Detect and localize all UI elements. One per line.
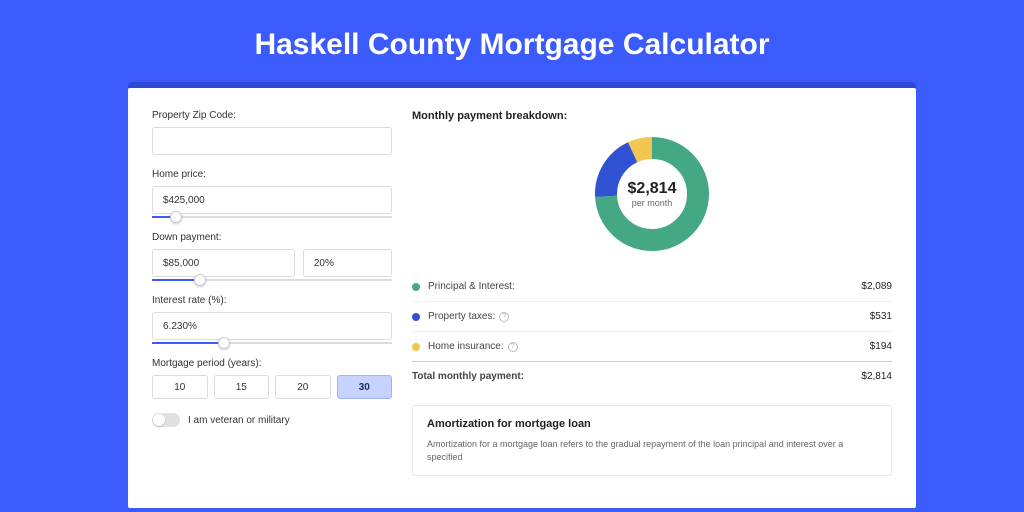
donut-chart-wrap: $2,814 per month	[412, 134, 892, 254]
down-payment-percent-input[interactable]	[303, 249, 392, 277]
down-payment-label: Down payment:	[152, 232, 392, 243]
down-payment-field-group: Down payment:	[152, 232, 392, 281]
donut-sub: per month	[628, 198, 677, 208]
breakdown-item-value: $531	[870, 311, 892, 322]
breakdown-title: Monthly payment breakdown:	[412, 110, 892, 122]
down-payment-slider-thumb[interactable]	[194, 274, 206, 286]
page-title: Haskell County Mortgage Calculator	[0, 0, 1024, 82]
breakdown-item-label: Principal & Interest:	[428, 281, 861, 292]
mortgage-period-field-group: Mortgage period (years): 10152030	[152, 358, 392, 399]
form-column: Property Zip Code: Home price: Down paym…	[152, 110, 392, 508]
donut-chart: $2,814 per month	[592, 134, 712, 254]
total-value: $2,814	[861, 371, 892, 382]
breakdown-row: Home insurance:?$194	[412, 331, 892, 361]
mortgage-period-option-20[interactable]: 20	[275, 375, 331, 399]
down-payment-amount-input[interactable]	[152, 249, 295, 277]
veteran-toggle-row: I am veteran or military	[152, 413, 392, 427]
interest-rate-label: Interest rate (%):	[152, 295, 392, 306]
breakdown-item-value: $194	[870, 341, 892, 352]
interest-rate-slider-thumb[interactable]	[218, 337, 230, 349]
donut-slice	[633, 148, 652, 152]
breakdown-list: Principal & Interest:$2,089Property taxe…	[412, 272, 892, 361]
amortization-title: Amortization for mortgage loan	[427, 418, 877, 430]
card-shadow: Property Zip Code: Home price: Down paym…	[128, 82, 916, 508]
mortgage-period-label: Mortgage period (years):	[152, 358, 392, 369]
donut-center: $2,814 per month	[628, 180, 677, 208]
home-price-label: Home price:	[152, 169, 392, 180]
total-row: Total monthly payment: $2,814	[412, 361, 892, 391]
calculator-card: Property Zip Code: Home price: Down paym…	[128, 88, 916, 508]
help-icon[interactable]: ?	[508, 342, 518, 352]
total-label: Total monthly payment:	[412, 371, 861, 382]
legend-dot	[412, 283, 420, 291]
home-price-input[interactable]	[152, 186, 392, 214]
interest-rate-slider[interactable]	[152, 342, 392, 344]
zip-field-group: Property Zip Code:	[152, 110, 392, 155]
legend-dot	[412, 313, 420, 321]
mortgage-period-option-30[interactable]: 30	[337, 375, 393, 399]
mortgage-period-options: 10152030	[152, 375, 392, 399]
donut-amount: $2,814	[628, 180, 677, 198]
help-icon[interactable]: ?	[499, 312, 509, 322]
legend-dot	[412, 343, 420, 351]
interest-rate-slider-fill	[152, 342, 224, 344]
zip-label: Property Zip Code:	[152, 110, 392, 121]
breakdown-item-label: Property taxes:?	[428, 311, 870, 322]
breakdown-row: Principal & Interest:$2,089	[412, 272, 892, 301]
home-price-slider[interactable]	[152, 216, 392, 218]
breakdown-item-label: Home insurance:?	[428, 341, 870, 352]
down-payment-slider-fill	[152, 279, 200, 281]
breakdown-item-value: $2,089	[861, 281, 892, 292]
amortization-box: Amortization for mortgage loan Amortizat…	[412, 405, 892, 476]
breakdown-row: Property taxes:?$531	[412, 301, 892, 331]
zip-input[interactable]	[152, 127, 392, 155]
interest-rate-field-group: Interest rate (%):	[152, 295, 392, 344]
veteran-toggle[interactable]	[152, 413, 180, 427]
veteran-toggle-knob	[153, 414, 165, 426]
amortization-text: Amortization for a mortgage loan refers …	[427, 438, 877, 463]
breakdown-column: Monthly payment breakdown: $2,814 per mo…	[412, 110, 892, 508]
veteran-toggle-label: I am veteran or military	[188, 415, 290, 426]
mortgage-period-option-15[interactable]: 15	[214, 375, 270, 399]
mortgage-period-option-10[interactable]: 10	[152, 375, 208, 399]
home-price-field-group: Home price:	[152, 169, 392, 218]
home-price-slider-thumb[interactable]	[170, 211, 182, 223]
down-payment-slider[interactable]	[152, 279, 392, 281]
interest-rate-input[interactable]	[152, 312, 392, 340]
